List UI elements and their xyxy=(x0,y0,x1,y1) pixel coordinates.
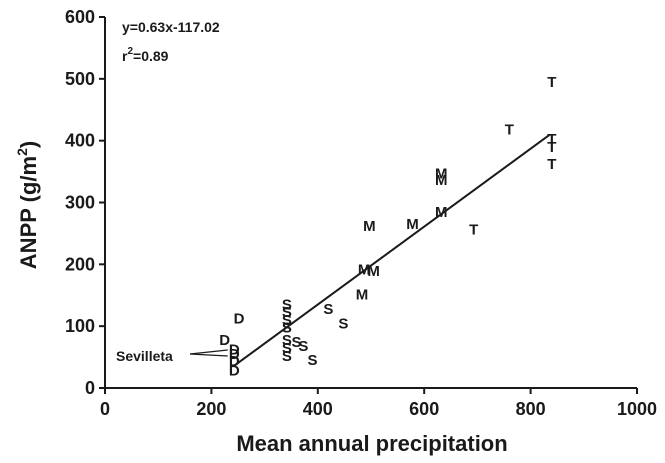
data-point: S xyxy=(323,301,333,318)
data-point: S xyxy=(307,352,317,369)
y-tick-label: 300 xyxy=(65,193,95,213)
x-tick-label: 600 xyxy=(409,399,439,419)
data-point: M xyxy=(435,165,448,182)
y-axis-title-exponent: 2 xyxy=(14,148,30,156)
data-point: M xyxy=(358,261,371,278)
r-squared-symbol: r xyxy=(122,48,128,64)
data-point: S xyxy=(338,316,348,333)
x-tick-label: 1000 xyxy=(617,399,657,419)
data-point: T xyxy=(547,139,556,156)
y-axis-title: ANPP (g/m2) xyxy=(14,141,41,269)
data-point: T xyxy=(469,222,478,239)
y-tick-label: 100 xyxy=(65,316,95,336)
data-point: S xyxy=(298,338,308,355)
regression-equation: y=0.63x-117.02 xyxy=(122,19,220,35)
data-point: S xyxy=(282,348,292,365)
r-squared: r2=0.89 xyxy=(122,46,169,64)
data-point: D xyxy=(219,332,230,349)
data-point: S xyxy=(292,334,302,351)
data-point: S xyxy=(282,319,292,336)
data-point: S xyxy=(282,304,292,321)
data-point: M xyxy=(406,216,419,233)
data-point: D xyxy=(229,342,240,359)
sevilleta-annotation: Sevilleta xyxy=(116,348,228,364)
y-tick-label: 600 xyxy=(65,7,95,27)
sevilleta-arrow-line-lower xyxy=(189,353,228,357)
data-point: T xyxy=(547,74,556,91)
x-tick-label: 400 xyxy=(303,399,333,419)
x-axis-title: Mean annual precipitation xyxy=(236,431,507,456)
r-squared-exponent: 2 xyxy=(127,46,133,57)
y-axis-title-main: ANPP (g/m xyxy=(16,156,41,269)
axes xyxy=(104,17,637,389)
y-axis-title-close: ) xyxy=(16,141,41,148)
regression-line xyxy=(233,134,550,367)
data-point: S xyxy=(282,340,292,357)
data-point: S xyxy=(282,312,292,329)
data-point: T xyxy=(505,122,514,139)
x-ticks: 0 200 400 600 800 1000 xyxy=(100,388,657,419)
data-point: M xyxy=(363,218,376,235)
data-point: M xyxy=(367,263,380,280)
data-point: S xyxy=(282,297,292,314)
x-tick-label: 0 xyxy=(100,399,110,419)
sevilleta-arrow-line-upper xyxy=(189,349,228,355)
data-point: M xyxy=(435,172,448,189)
sevilleta-label: Sevilleta xyxy=(116,348,173,364)
data-point: D xyxy=(229,353,240,370)
data-point: T xyxy=(547,131,556,148)
data-point: D xyxy=(229,363,240,380)
data-point: S xyxy=(282,332,292,349)
data-point: M xyxy=(435,204,448,221)
y-tick-label: 400 xyxy=(65,131,95,151)
y-ticks: 0 100 200 300 400 500 600 xyxy=(65,7,105,398)
r-squared-value: =0.89 xyxy=(133,48,169,64)
data-point: D xyxy=(234,311,245,328)
regression xyxy=(233,134,550,367)
y-tick-label: 0 xyxy=(85,378,95,398)
x-tick-label: 800 xyxy=(516,399,546,419)
data-point: M xyxy=(356,287,369,304)
y-tick-label: 200 xyxy=(65,254,95,274)
data-point: D xyxy=(229,346,240,363)
y-tick-label: 500 xyxy=(65,69,95,89)
x-tick-label: 200 xyxy=(196,399,226,419)
data-point: T xyxy=(547,156,556,173)
